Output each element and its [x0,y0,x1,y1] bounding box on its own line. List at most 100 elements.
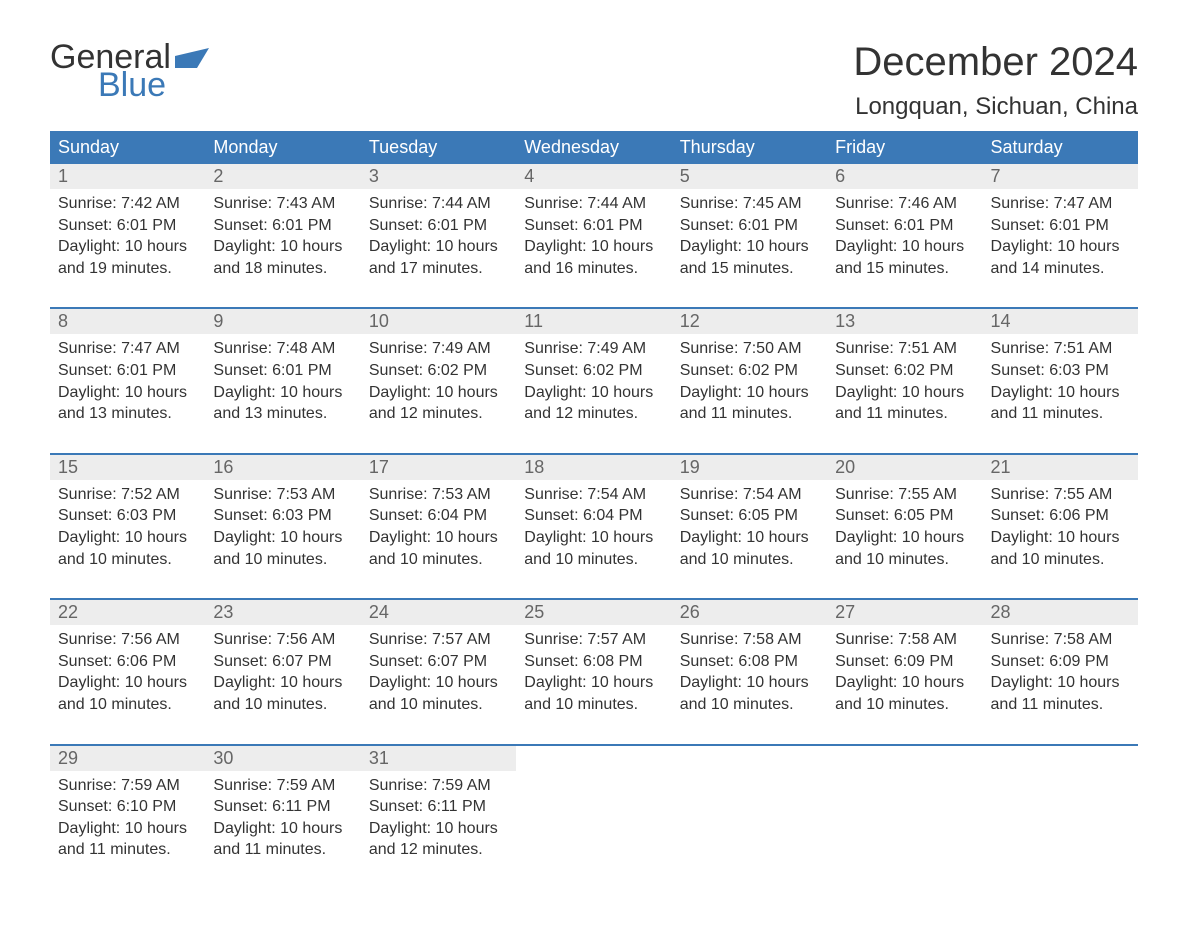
day-number-cell: 19 [672,455,827,480]
day-sunset: Sunset: 6:01 PM [991,215,1130,237]
day-detail-cell: Sunrise: 7:56 AMSunset: 6:06 PMDaylight:… [50,625,205,744]
day-d2: and 10 minutes. [991,549,1130,571]
day-d2: and 10 minutes. [835,549,974,571]
day-sunrise: Sunrise: 7:58 AM [991,629,1130,651]
day-detail-row: Sunrise: 7:52 AMSunset: 6:03 PMDaylight:… [50,480,1138,599]
day-d2: and 15 minutes. [680,258,819,280]
dow-sunday: Sunday [50,131,205,164]
day-sunset: Sunset: 6:07 PM [213,651,352,673]
day-number-cell: 6 [827,164,982,189]
day-number-cell: 1 [50,164,205,189]
day-d2: and 10 minutes. [369,549,508,571]
day-sunrise: Sunrise: 7:47 AM [991,193,1130,215]
day-detail-cell: Sunrise: 7:57 AMSunset: 6:08 PMDaylight:… [516,625,671,744]
day-d2: and 11 minutes. [58,839,197,861]
day-sunset: Sunset: 6:03 PM [58,505,197,527]
day-d1: Daylight: 10 hours [524,527,663,549]
day-number-cell [672,746,827,771]
day-d1: Daylight: 10 hours [524,672,663,694]
day-d1: Daylight: 10 hours [213,672,352,694]
day-detail-cell [827,771,982,889]
day-sunset: Sunset: 6:06 PM [991,505,1130,527]
day-sunset: Sunset: 6:01 PM [680,215,819,237]
day-sunset: Sunset: 6:01 PM [58,360,197,382]
day-detail-row: Sunrise: 7:47 AMSunset: 6:01 PMDaylight:… [50,334,1138,453]
day-d1: Daylight: 10 hours [835,382,974,404]
day-detail-cell [672,771,827,889]
day-number-cell: 20 [827,455,982,480]
day-d2: and 12 minutes. [369,839,508,861]
day-sunrise: Sunrise: 7:56 AM [213,629,352,651]
day-d2: and 13 minutes. [213,403,352,425]
day-sunset: Sunset: 6:05 PM [680,505,819,527]
day-d1: Daylight: 10 hours [58,672,197,694]
day-d1: Daylight: 10 hours [369,527,508,549]
day-d2: and 10 minutes. [369,694,508,716]
day-d2: and 11 minutes. [991,694,1130,716]
day-number-cell [516,746,671,771]
day-number-cell: 27 [827,600,982,625]
day-sunset: Sunset: 6:08 PM [524,651,663,673]
day-sunrise: Sunrise: 7:45 AM [680,193,819,215]
day-sunset: Sunset: 6:03 PM [213,505,352,527]
day-d1: Daylight: 10 hours [213,236,352,258]
day-d1: Daylight: 10 hours [991,382,1130,404]
calendar-table: Sunday Monday Tuesday Wednesday Thursday… [50,131,1138,889]
day-d2: and 15 minutes. [835,258,974,280]
day-of-week-row: Sunday Monday Tuesday Wednesday Thursday… [50,131,1138,164]
day-sunset: Sunset: 6:02 PM [524,360,663,382]
day-detail-cell: Sunrise: 7:59 AMSunset: 6:11 PMDaylight:… [361,771,516,889]
day-d2: and 10 minutes. [524,694,663,716]
day-sunrise: Sunrise: 7:49 AM [369,338,508,360]
day-detail-row: Sunrise: 7:59 AMSunset: 6:10 PMDaylight:… [50,771,1138,889]
day-detail-cell: Sunrise: 7:53 AMSunset: 6:04 PMDaylight:… [361,480,516,599]
day-sunrise: Sunrise: 7:53 AM [369,484,508,506]
day-d2: and 10 minutes. [58,549,197,571]
day-number-cell: 30 [205,746,360,771]
day-sunrise: Sunrise: 7:53 AM [213,484,352,506]
logo-text-blue: Blue [98,68,209,102]
calendar-body: 1234567Sunrise: 7:42 AMSunset: 6:01 PMDa… [50,164,1138,889]
header: General Blue December 2024 Longquan, Sic… [50,40,1138,121]
title-block: December 2024 Longquan, Sichuan, China [853,40,1138,121]
day-number-cell [827,746,982,771]
day-d1: Daylight: 10 hours [835,672,974,694]
day-detail-cell: Sunrise: 7:51 AMSunset: 6:03 PMDaylight:… [983,334,1138,453]
location-label: Longquan, Sichuan, China [853,93,1138,121]
day-d1: Daylight: 10 hours [369,382,508,404]
day-number-cell: 13 [827,309,982,334]
day-detail-cell: Sunrise: 7:52 AMSunset: 6:03 PMDaylight:… [50,480,205,599]
day-d2: and 16 minutes. [524,258,663,280]
day-sunset: Sunset: 6:04 PM [369,505,508,527]
day-detail-cell: Sunrise: 7:49 AMSunset: 6:02 PMDaylight:… [361,334,516,453]
day-detail-cell: Sunrise: 7:42 AMSunset: 6:01 PMDaylight:… [50,189,205,308]
day-detail-cell: Sunrise: 7:53 AMSunset: 6:03 PMDaylight:… [205,480,360,599]
day-d2: and 17 minutes. [369,258,508,280]
day-d1: Daylight: 10 hours [680,672,819,694]
day-number-cell: 26 [672,600,827,625]
day-sunset: Sunset: 6:09 PM [991,651,1130,673]
day-sunset: Sunset: 6:01 PM [213,360,352,382]
day-sunrise: Sunrise: 7:47 AM [58,338,197,360]
day-detail-cell: Sunrise: 7:47 AMSunset: 6:01 PMDaylight:… [983,189,1138,308]
day-detail-cell: Sunrise: 7:46 AMSunset: 6:01 PMDaylight:… [827,189,982,308]
day-d1: Daylight: 10 hours [991,527,1130,549]
day-sunset: Sunset: 6:06 PM [58,651,197,673]
month-title: December 2024 [853,40,1138,85]
day-number-cell: 31 [361,746,516,771]
day-detail-row: Sunrise: 7:42 AMSunset: 6:01 PMDaylight:… [50,189,1138,308]
day-number-cell [983,746,1138,771]
day-sunset: Sunset: 6:01 PM [369,215,508,237]
day-d2: and 10 minutes. [680,549,819,571]
day-number-cell: 11 [516,309,671,334]
day-number-cell: 9 [205,309,360,334]
day-number-cell: 15 [50,455,205,480]
day-number-cell: 29 [50,746,205,771]
day-d2: and 10 minutes. [58,694,197,716]
day-number-cell: 23 [205,600,360,625]
day-d1: Daylight: 10 hours [991,236,1130,258]
day-sunset: Sunset: 6:08 PM [680,651,819,673]
day-detail-cell: Sunrise: 7:54 AMSunset: 6:04 PMDaylight:… [516,480,671,599]
day-sunset: Sunset: 6:09 PM [835,651,974,673]
day-detail-cell: Sunrise: 7:54 AMSunset: 6:05 PMDaylight:… [672,480,827,599]
